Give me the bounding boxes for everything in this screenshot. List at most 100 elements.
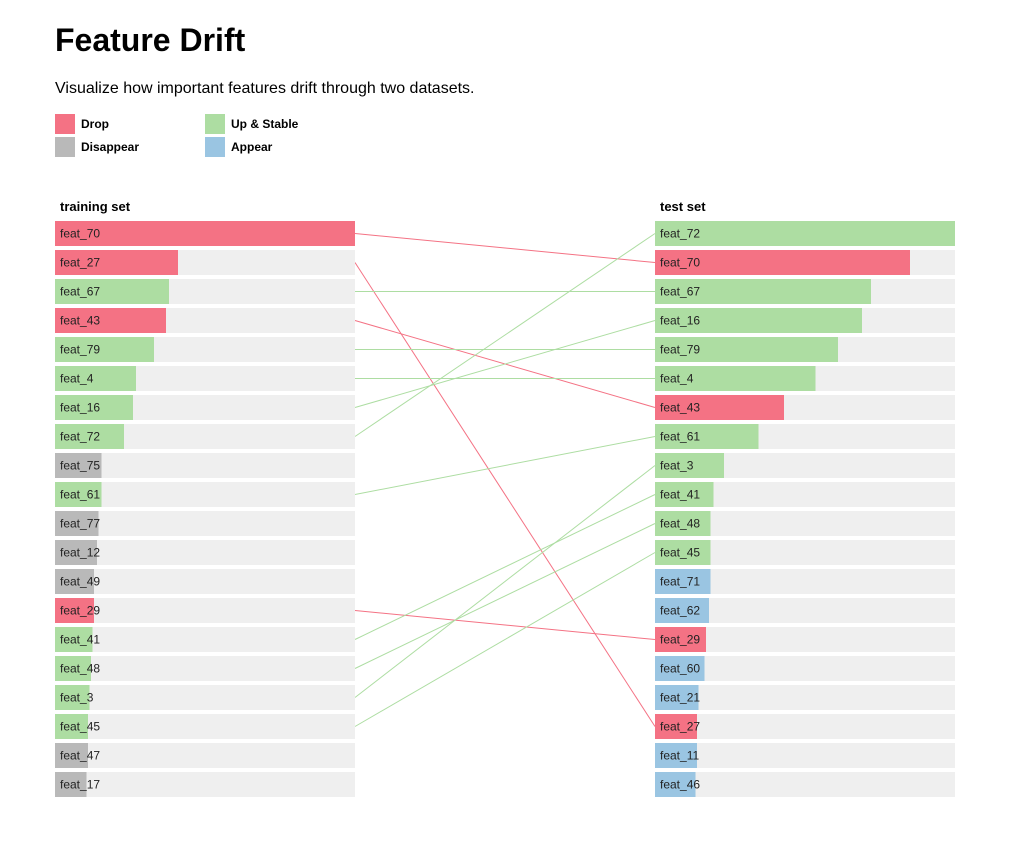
test-bar-row: feat_60 xyxy=(655,656,955,681)
test-bar-feat-61 xyxy=(655,424,759,449)
test-bar-feat-4 xyxy=(655,366,816,391)
test-bar-track xyxy=(655,685,955,710)
drift-link-feat-70 xyxy=(354,233,656,263)
test-bar-feat-21 xyxy=(655,685,699,710)
train-column-title: training set xyxy=(60,199,131,214)
test-bar-row: feat_3 xyxy=(655,453,955,478)
drift-link-feat-16 xyxy=(354,320,656,408)
test-bar-feat-71 xyxy=(655,569,711,594)
train-bar-label: feat_27 xyxy=(60,256,100,270)
test-bar-row: feat_43 xyxy=(655,395,955,420)
train-bar-row: feat_72 xyxy=(55,424,355,449)
drift-links xyxy=(354,233,656,727)
train-bar-feat-47 xyxy=(55,743,88,768)
train-bar-track xyxy=(55,772,355,797)
train-bar-label: feat_70 xyxy=(60,227,100,241)
train-bar-feat-79 xyxy=(55,337,154,362)
train-bar-feat-45 xyxy=(55,714,88,739)
train-bar-label: feat_41 xyxy=(60,633,100,647)
test-bar-label: feat_43 xyxy=(660,401,700,415)
test-bar-label: feat_72 xyxy=(660,227,700,241)
train-bar-label: feat_4 xyxy=(60,372,94,386)
train-bar-row: feat_49 xyxy=(55,569,355,594)
test-bar-feat-29 xyxy=(655,627,706,652)
legend-label-drop: Drop xyxy=(81,117,109,131)
train-bar-row: feat_45 xyxy=(55,714,355,739)
train-bar-label: feat_49 xyxy=(60,575,100,589)
train-bar-label: feat_43 xyxy=(60,314,100,328)
drift-link-feat-29 xyxy=(354,610,656,640)
test-bar-row: feat_16 xyxy=(655,308,955,333)
test-bar-feat-27 xyxy=(655,714,697,739)
drift-link-feat-61 xyxy=(354,436,656,495)
bar-columns: training set feat_70 feat_27 feat_67 feat_43… xyxy=(55,199,955,797)
train-bar-row: feat_79 xyxy=(55,337,355,362)
test-bar-feat-46 xyxy=(655,772,696,797)
test-bar-row: feat_70 xyxy=(655,250,955,275)
test-bar-label: feat_62 xyxy=(660,604,700,618)
train-bar-feat-67 xyxy=(55,279,169,304)
train-bar-row: feat_41 xyxy=(55,627,355,652)
test-bar-row: feat_61 xyxy=(655,424,955,449)
train-bar-feat-43 xyxy=(55,308,166,333)
train-bar-row: feat_61 xyxy=(55,482,355,507)
train-bar-label: feat_61 xyxy=(60,488,100,502)
test-bar-feat-16 xyxy=(655,308,862,333)
test-bar-row: feat_27 xyxy=(655,714,955,739)
test-bar-label: feat_70 xyxy=(660,256,700,270)
train-bar-row: feat_16 xyxy=(55,395,355,420)
train-bar-track xyxy=(55,656,355,681)
train-bar-label: feat_16 xyxy=(60,401,100,415)
train-bar-track xyxy=(55,482,355,507)
train-bar-row: feat_4 xyxy=(55,366,355,391)
train-bar-label: feat_17 xyxy=(60,778,100,792)
train-bar-feat-72 xyxy=(55,424,124,449)
train-bar-track xyxy=(55,540,355,565)
test-bar-label: feat_61 xyxy=(660,430,700,444)
train-bar-row: feat_43 xyxy=(55,308,355,333)
test-bar-feat-3 xyxy=(655,453,724,478)
train-bar-row: feat_67 xyxy=(55,279,355,304)
train-bar-track xyxy=(55,569,355,594)
train-bar-track xyxy=(55,743,355,768)
test-bar-row: feat_29 xyxy=(655,627,955,652)
train-bar-label: feat_29 xyxy=(60,604,100,618)
test-bar-label: feat_3 xyxy=(660,459,694,473)
legend-label-up-stable: Up & Stable xyxy=(231,117,299,131)
train-bar-feat-29 xyxy=(55,598,94,623)
train-bar-feat-17 xyxy=(55,772,87,797)
train-bar-track xyxy=(55,598,355,623)
train-bar-row: feat_29 xyxy=(55,598,355,623)
train-bar-row: feat_48 xyxy=(55,656,355,681)
train-bar-row: feat_17 xyxy=(55,772,355,797)
test-bar-label: feat_21 xyxy=(660,691,700,705)
drift-link-feat-27 xyxy=(354,262,656,727)
test-column-title: test set xyxy=(660,199,706,214)
train-bar-track xyxy=(55,627,355,652)
train-bar-row: feat_70 xyxy=(55,221,355,246)
test-bar-feat-60 xyxy=(655,656,705,681)
train-bar-feat-70 xyxy=(55,221,355,246)
test-bar-row: feat_46 xyxy=(655,772,955,797)
train-bar-label: feat_72 xyxy=(60,430,100,444)
train-bar-row: feat_27 xyxy=(55,250,355,275)
test-bar-row: feat_62 xyxy=(655,598,955,623)
page-subtitle: Visualize how important features drift t… xyxy=(55,80,475,97)
test-bar-label: feat_29 xyxy=(660,633,700,647)
test-bar-feat-41 xyxy=(655,482,714,507)
legend-swatch-up-stable xyxy=(205,114,225,134)
legend-label-disappear: Disappear xyxy=(81,140,140,154)
train-bar-label: feat_47 xyxy=(60,749,100,763)
train-bar-feat-41 xyxy=(55,627,93,652)
test-bar-feat-72 xyxy=(655,221,955,246)
test-bar-feat-79 xyxy=(655,337,838,362)
drift-link-feat-3 xyxy=(354,465,656,698)
test-bar-label: feat_16 xyxy=(660,314,700,328)
legend-swatch-drop xyxy=(55,114,75,134)
test-bar-label: feat_71 xyxy=(660,575,700,589)
test-bar-feat-45 xyxy=(655,540,711,565)
test-bar-feat-67 xyxy=(655,279,871,304)
train-bar-feat-12 xyxy=(55,540,97,565)
train-bar-label: feat_45 xyxy=(60,720,100,734)
